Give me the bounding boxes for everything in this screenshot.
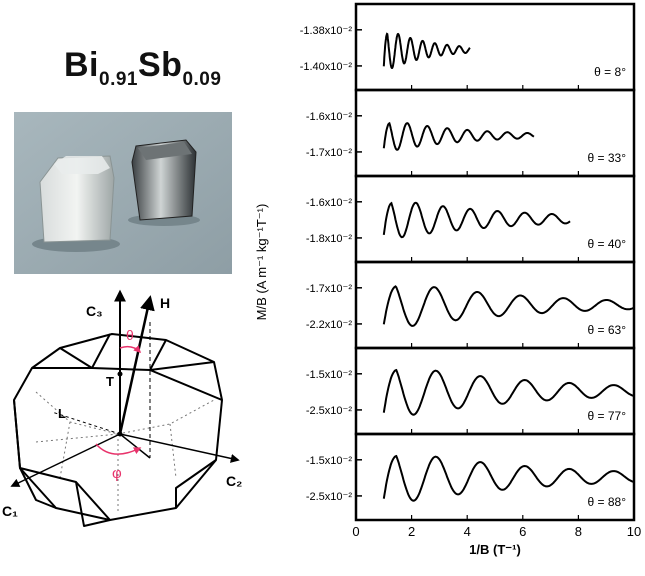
panel-1-angle-label: θ = 8° [594,65,626,79]
panel-3-angle-label: θ = 40° [588,237,627,251]
label-t: T [106,374,114,389]
panel-frame-1 [354,2,636,92]
panel-2-series-line [382,121,535,151]
panel-4-series-line [382,285,635,327]
c2-axis [119,433,240,463]
panel-5-ytick-label-1: -1.5x10⁻² [306,369,352,381]
panel-3-series-line [382,201,571,239]
panel-6-angle-label: θ = 88° [588,495,627,509]
label-theta: θ [126,327,134,343]
gamma-point [117,431,123,437]
label-h: H [160,295,170,311]
label-phi: φ [112,465,122,482]
x-tick-label-5: 8 [575,524,582,539]
crystal-left [39,155,115,243]
panel-1-ytick-label-1: -1.38x10⁻² [300,25,353,37]
crystal-sample-photo [14,112,232,274]
x-tick-label-6: 10 [627,524,641,539]
label-c1: C₁ [2,503,18,519]
formula-sb-fraction: 0.09 [182,69,222,90]
panel-2-ytick-label-1: -1.6x10⁻² [306,111,352,123]
c1-axis [10,433,121,487]
panel-6-ytick-label-2: -2.5x10⁻² [306,491,352,503]
projection-base [119,433,151,459]
bz-hidden-edges [35,391,215,514]
h-field-arrow [118,295,155,435]
crystal-right-top-facet [138,142,192,160]
panel-5-series-line [382,368,635,416]
x-tick-label-4: 6 [519,524,526,539]
panel-2-ytick-label-2: -1.7x10⁻² [306,147,352,159]
panel-2-angle-label: θ = 33° [588,151,627,165]
panel-4-angle-label: θ = 63° [588,323,627,337]
panel-3-ytick-label-2: -1.8x10⁻² [306,233,352,245]
panel-1-series-line [382,32,471,69]
x-tick-label-2: 2 [408,524,415,539]
dhva-oscillation-chart: -1.38x10⁻² -1.40x10⁻² θ = 8° -1.6x10⁻² -1.7x… [254,2,641,557]
formula-sb: Sb [137,46,183,84]
t-point [117,371,123,377]
x-axis-label: 1/B (T⁻¹) [469,542,521,557]
panel-6-series-line [382,454,635,502]
panel-1-ytick-label-2: -1.40x10⁻² [300,61,353,73]
y-axis-label: M/B (A m⁻¹ kg⁻¹T⁻¹) [254,204,269,321]
formula-bi: Bi [64,46,99,84]
brillouin-zone-diagram: C₃ H θ T L C₁ φ C₂ [2,289,242,527]
label-c3: C₃ [86,303,103,319]
x-tick-label-3: 4 [464,524,471,539]
panel-4-ytick-label-2: -2.2x10⁻² [306,319,352,331]
crystal-left-top-facet [54,156,110,174]
crystal-right [131,139,197,221]
panel-5-angle-label: θ = 77° [588,409,627,423]
panel-5-ytick-label-2: -2.5x10⁻² [306,405,352,417]
panel-frame-6 [354,432,636,522]
bz-edges [13,333,223,527]
theta-arc [119,345,142,354]
label-c2: C₂ [226,473,242,489]
panel-4-ytick-label-1: -1.7x10⁻² [306,283,352,295]
x-tick-label-1: 0 [352,524,359,539]
material-formula: Bi0.91Sb0.09 [64,46,221,91]
panel-6-ytick-label-1: -1.5x10⁻² [306,455,352,467]
formula-bi-fraction: 0.91 [99,69,138,90]
label-l: L [58,406,66,421]
phi-arc [95,443,142,455]
panel-3-ytick-label-1: -1.6x10⁻² [306,197,352,209]
